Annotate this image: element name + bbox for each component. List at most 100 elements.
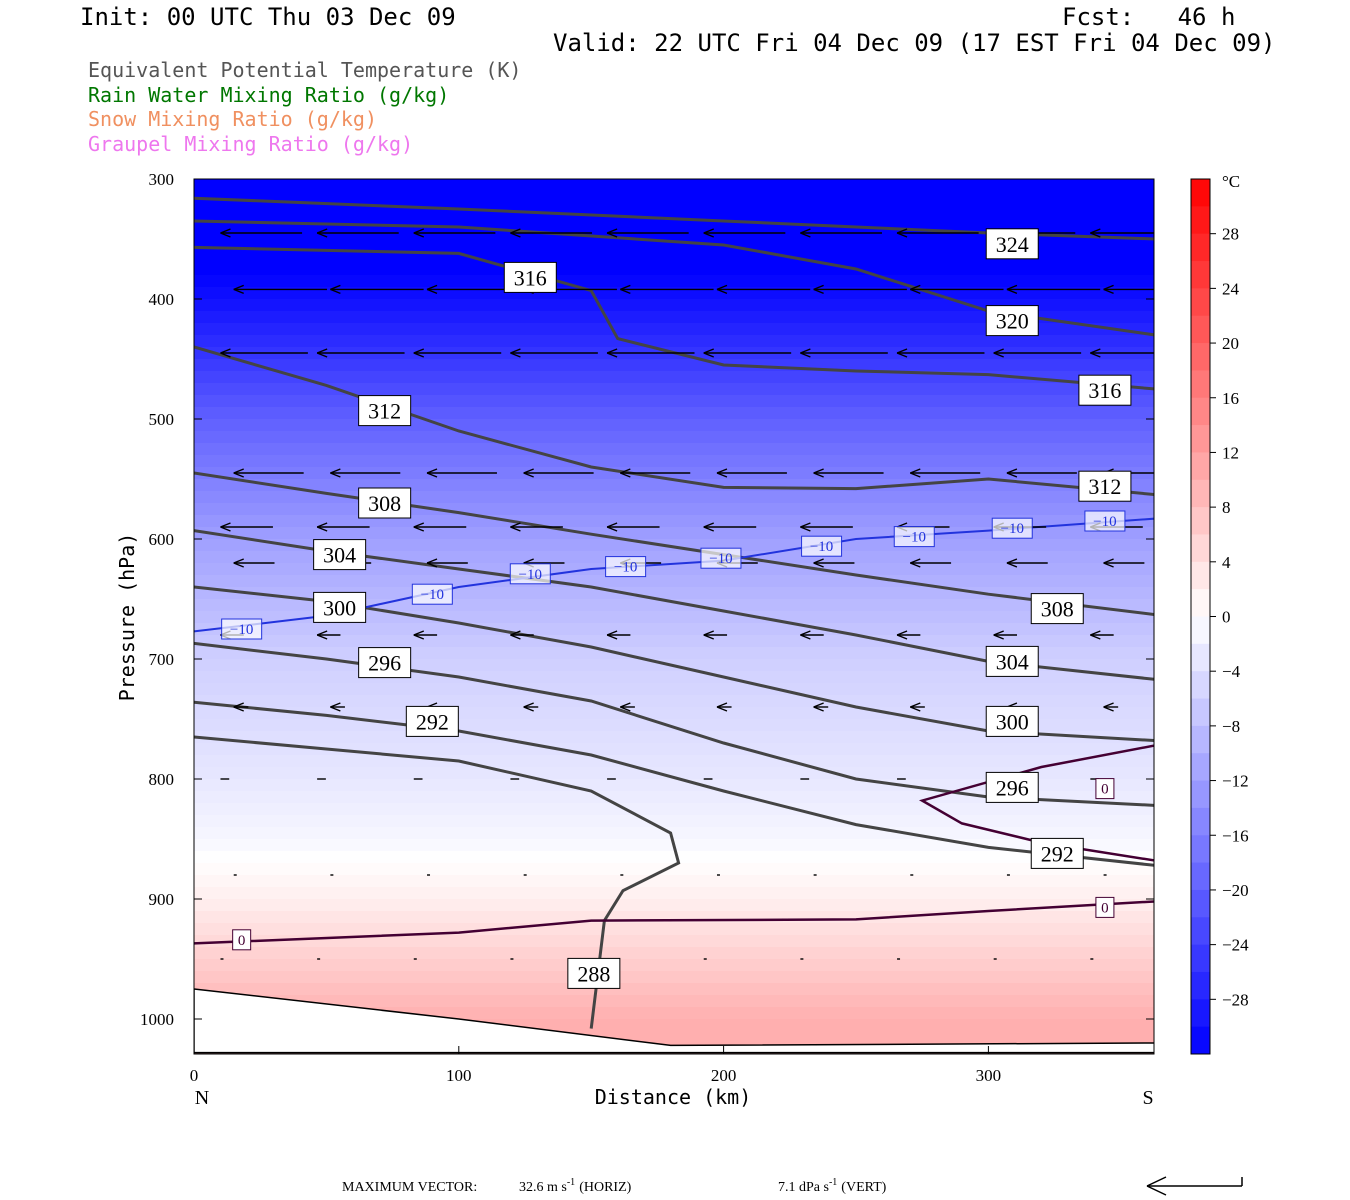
temperature-band [194, 239, 1154, 252]
wind-vector [233, 468, 304, 478]
theta-e-contour-312 [194, 345, 1154, 496]
theta-e-label-316: 316 [1078, 374, 1132, 406]
wind-vector-head [813, 702, 824, 712]
colorbar-block [1191, 999, 1210, 1028]
theta-e-label-box [1030, 593, 1084, 625]
colorbar-tick-label: −24 [1222, 936, 1249, 955]
y-tick-label: 600 [149, 530, 175, 549]
temperature-band [194, 263, 1154, 276]
contour-labels: 324 316 320 316 312 312 308 304 300 308 304 296 300 2… [221, 228, 1132, 989]
wind-vector-head [523, 468, 534, 478]
wind-vector [813, 468, 884, 478]
temperature-band [194, 203, 1154, 216]
legend-rain-water: Rain Water Mixing Ratio (g/kg) [88, 83, 449, 107]
colorbar-block [1191, 261, 1210, 289]
isotherm-label-box [605, 556, 647, 578]
temperature-band [194, 491, 1154, 504]
wind-vector [896, 630, 921, 640]
theta-e-label-324: 324 [985, 228, 1039, 260]
colorbar-block [1191, 452, 1210, 481]
wind-vector [413, 348, 502, 358]
wind-vector [220, 522, 273, 532]
wind-vector [510, 348, 598, 358]
forecast-hour: Fcst: 46 h [1062, 3, 1235, 31]
isotherm-label-text: −10 [519, 567, 542, 583]
wind-vector [413, 522, 467, 532]
wind-vector [1103, 558, 1145, 568]
theta-e-label-308: 308 [1030, 593, 1084, 625]
theta-e-label-box [358, 487, 412, 519]
wind-vector-head [510, 522, 521, 532]
isotherm-minus10-label: −10 [893, 526, 935, 548]
isotherm-minus10-label: −10 [605, 556, 647, 578]
wind-vector [330, 468, 401, 478]
wind-vector [813, 558, 855, 568]
isotherm-label-text: −10 [709, 551, 732, 567]
theta-e-label-text: 308 [368, 491, 401, 516]
theta-e-label-box [1030, 837, 1084, 869]
temperature-band [194, 479, 1154, 492]
theta-e-label-box [567, 957, 621, 989]
wind-vector [896, 228, 979, 238]
wind-vector-head [606, 228, 618, 238]
wind-vector-head [896, 348, 908, 358]
theta-e-label-text: 296 [368, 651, 401, 676]
wind-vector-head [1090, 228, 1101, 238]
temperature-band [194, 311, 1154, 324]
wind-vector-head [1090, 630, 1101, 640]
colorbar-tick-label: −4 [1222, 662, 1241, 681]
temperature-band [194, 887, 1154, 900]
isotherm-label-box [893, 526, 935, 548]
temperature-band [194, 815, 1154, 828]
colorbar-block [1191, 944, 1210, 973]
temperature-band [194, 443, 1154, 456]
temperature-band [194, 743, 1154, 756]
wind-vector [606, 522, 660, 532]
temperature-band [194, 335, 1154, 348]
colorbar-tick-label: 16 [1222, 389, 1239, 408]
north-end-label: N [195, 1087, 209, 1109]
wind-vector [1090, 228, 1154, 238]
theta-e-label-292: 292 [405, 705, 459, 737]
theta-e-label-304: 304 [985, 645, 1039, 677]
temperature-band [194, 947, 1154, 960]
wind-vector-head [1006, 284, 1018, 295]
wind-vector-head [800, 522, 811, 532]
axes: 300 400 500 600 700 800 900 1000 0 100 200 300 [140, 170, 1154, 1085]
wind-vector-head [910, 284, 921, 295]
wind-vector [220, 228, 303, 238]
reference-arrow [1146, 1176, 1243, 1196]
isotherm-label-box [411, 583, 453, 605]
temperature-band [194, 503, 1154, 516]
wind-vector [1090, 348, 1154, 358]
theta-e-contour-316 [194, 245, 1154, 391]
theta-e-label-text: 304 [996, 649, 1029, 674]
temperature-band [194, 287, 1154, 300]
colorbar-block [1191, 315, 1210, 344]
wind-vector-head [233, 284, 244, 295]
temperature-band [194, 647, 1154, 660]
colorbar-block [1191, 862, 1210, 891]
colorbar-block [1191, 343, 1210, 371]
y-tick-label: 800 [149, 770, 175, 789]
theta-e-label-text: 312 [368, 399, 401, 424]
max-vector-prefix: MAXIMUM VECTOR: [342, 1180, 477, 1195]
wind-vector-head [510, 348, 521, 358]
temperature-band [194, 923, 1154, 936]
isotherm-minus10-label: −10 [221, 618, 263, 640]
colorbar-block [1191, 917, 1210, 946]
x-tick-label: 200 [711, 1066, 737, 1085]
wind-vector [703, 348, 792, 358]
y-tick-label: 900 [149, 890, 175, 909]
max-horiz-vector: 32.6 m s-1 (HORIZ) [519, 1177, 632, 1195]
footer-vector-legend: MAXIMUM VECTOR: 32.6 m s-1 (HORIZ) 7.1 dP… [342, 1176, 1243, 1196]
temperature-band [194, 683, 1154, 696]
wind-vector-head [703, 630, 714, 640]
theta-e-label-288: 288 [567, 957, 621, 989]
wind-vector [413, 228, 496, 238]
isotherm-label-box [991, 517, 1033, 539]
colorbar-tick-label: 20 [1222, 334, 1239, 353]
theta-e-label-box [503, 261, 557, 293]
theta-e-label-text: 304 [323, 543, 356, 568]
